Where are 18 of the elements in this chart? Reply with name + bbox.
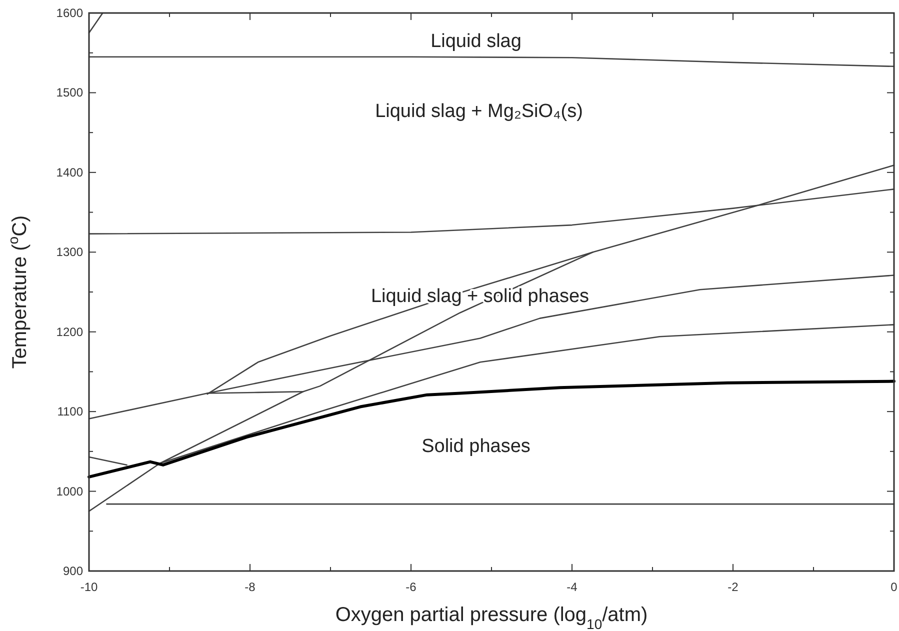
annotation: Liquid slag: [430, 31, 522, 52]
y-tick-label: 1500: [56, 86, 84, 100]
y-tick-label: 1300: [56, 245, 84, 260]
x-tick-label: 0: [890, 580, 898, 594]
x-tick-label: -8: [244, 580, 256, 594]
x-tick-label: -4: [566, 580, 578, 594]
y-tick-label: 1200: [56, 324, 84, 339]
x-tick-label: -6: [406, 580, 417, 594]
x-axis-title: Oxygen partial pressure (log$_{10}$/atm): [335, 604, 648, 631]
x-tick-label: -2: [728, 580, 739, 594]
annotation: Solid phases: [422, 436, 530, 457]
y-tick-label: 900: [62, 564, 84, 578]
y-tick-label: 1100: [57, 404, 84, 419]
y-tick-label: 1400: [56, 165, 84, 180]
annotation: Liquid slag + Mg₂SiO₄(s): [375, 101, 583, 122]
y-tick-label: 1600: [56, 6, 84, 20]
x-tick-label: -10: [80, 580, 98, 594]
y-tick-label: 1000: [56, 484, 84, 498]
